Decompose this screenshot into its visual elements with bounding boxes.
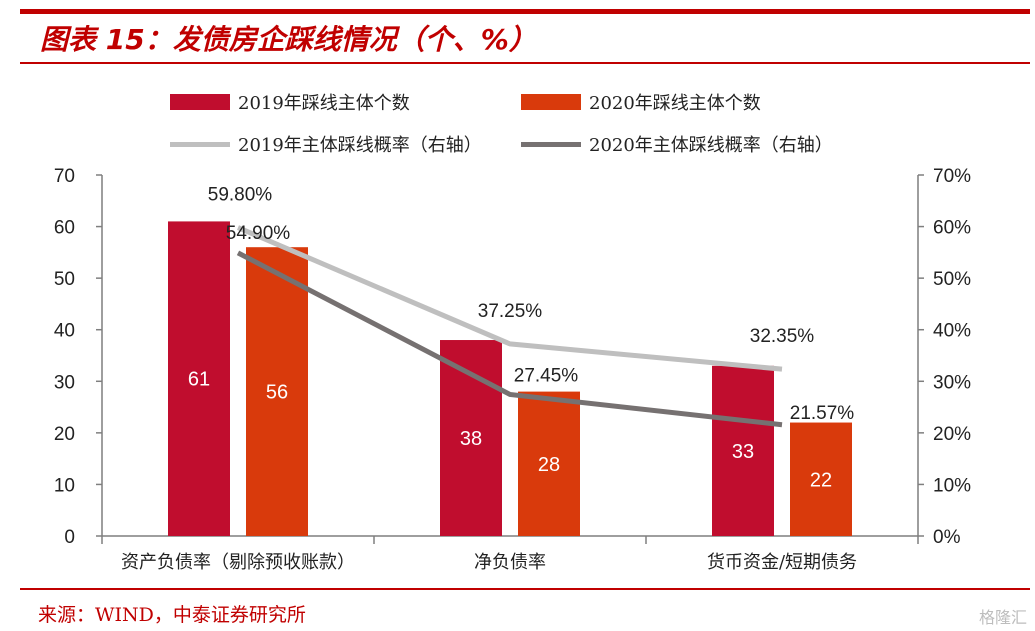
right-tick-label: 0% bbox=[933, 527, 961, 548]
legend-swatch-4 bbox=[521, 142, 581, 147]
left-tick-label: 50 bbox=[54, 269, 75, 290]
line-data-label: 27.45% bbox=[514, 365, 579, 386]
left-tick-label: 0 bbox=[64, 527, 75, 548]
line-series-2 bbox=[236, 250, 783, 428]
bar-1-3 bbox=[712, 365, 774, 536]
line-data-label: 37.25% bbox=[478, 301, 543, 322]
bar-data-label: 28 bbox=[538, 454, 560, 476]
left-tick-label: 60 bbox=[54, 218, 75, 239]
left-tick-label: 30 bbox=[54, 372, 75, 393]
x-tick-label: 资产负债率（剔除预收账款） bbox=[121, 552, 355, 573]
bottom-rule bbox=[20, 588, 1030, 590]
line-data-label: 54.90% bbox=[226, 223, 291, 244]
watermark: 格隆汇 bbox=[978, 608, 1027, 627]
bar-data-label: 61 bbox=[188, 369, 210, 391]
right-tick-label: 70% bbox=[933, 166, 971, 187]
bar-2-3 bbox=[790, 422, 852, 536]
legend-swatch-3 bbox=[170, 142, 230, 147]
right-tick-label: 10% bbox=[933, 475, 971, 496]
page-title: 图表 15：发债房企踩线情况（个、%） bbox=[40, 23, 537, 56]
left-tick-label: 20 bbox=[54, 424, 75, 445]
bar-data-label: 56 bbox=[266, 382, 288, 404]
right-tick-label: 30% bbox=[933, 372, 971, 393]
right-tick-label: 50% bbox=[933, 269, 971, 290]
line-data-label: 21.57% bbox=[790, 403, 855, 424]
legend-label-2: 2020年踩线主体个数 bbox=[589, 93, 761, 114]
legend-label-4: 2020年主体踩线概率（右轴） bbox=[589, 135, 833, 156]
x-tick-label: 净负债率 bbox=[474, 552, 546, 573]
bar-data-label: 33 bbox=[732, 441, 754, 463]
legend-label-3: 2019年主体踩线概率（右轴） bbox=[238, 135, 482, 156]
right-tick-label: 20% bbox=[933, 424, 971, 445]
right-tick-label: 60% bbox=[933, 218, 971, 239]
right-tick-label: 40% bbox=[933, 321, 971, 342]
source-note: 来源：WIND，中泰证券研究所 bbox=[38, 604, 306, 626]
title-rule bbox=[20, 62, 1030, 64]
line-data-label: 32.35% bbox=[750, 326, 815, 347]
bar-data-label: 38 bbox=[460, 428, 482, 450]
bar-1-1 bbox=[168, 221, 230, 536]
bar-data-label: 22 bbox=[810, 469, 832, 491]
left-tick-label: 10 bbox=[54, 475, 75, 496]
left-tick-label: 70 bbox=[54, 166, 75, 187]
legend-label-1: 2019年踩线主体个数 bbox=[238, 93, 410, 114]
x-tick-label: 货币资金/短期债务 bbox=[707, 552, 857, 573]
legend-swatch-1 bbox=[170, 94, 230, 110]
bar-2-1 bbox=[246, 247, 308, 536]
left-tick-label: 40 bbox=[54, 321, 75, 342]
legend-swatch-2 bbox=[521, 94, 581, 110]
bar-2-2 bbox=[518, 391, 580, 536]
top-rule bbox=[20, 9, 1030, 14]
line-series-1 bbox=[237, 225, 783, 372]
line-data-label: 59.80% bbox=[208, 185, 273, 206]
